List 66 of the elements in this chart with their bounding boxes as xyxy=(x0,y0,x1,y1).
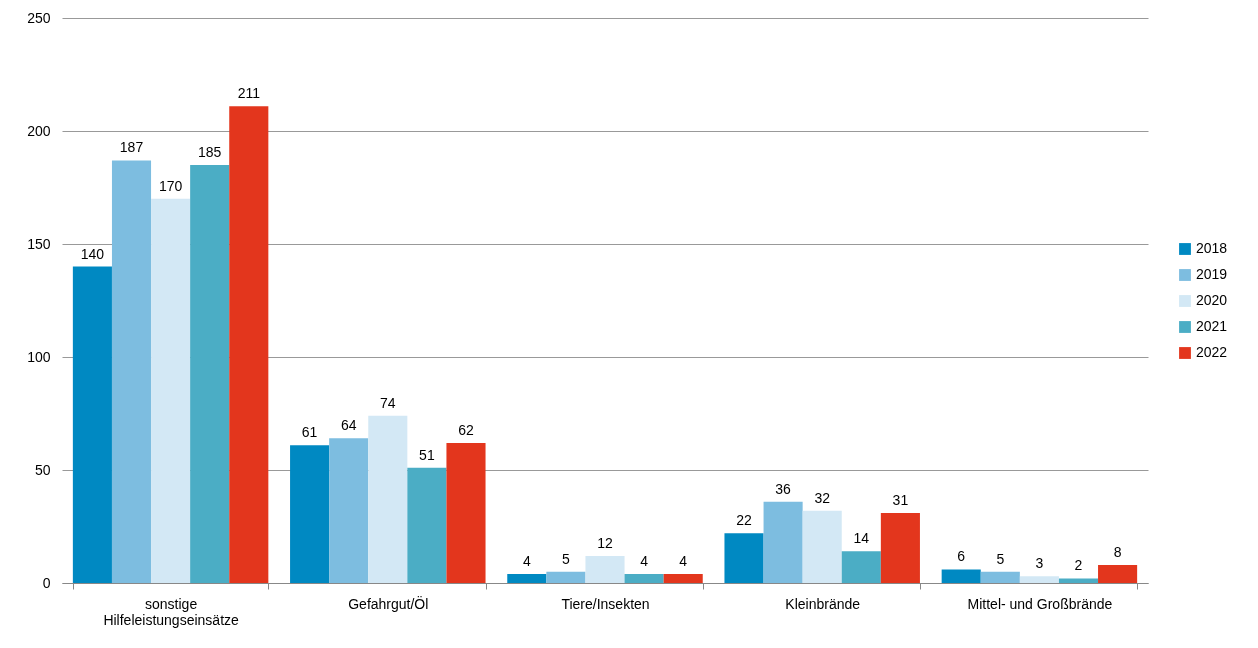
legend-label: 2020 xyxy=(1196,292,1228,308)
data-label: 8 xyxy=(1113,543,1122,560)
data-label: 62 xyxy=(458,421,474,438)
legend-label: 2021 xyxy=(1196,318,1228,334)
data-label: 22 xyxy=(736,512,753,529)
x-tick-label: Gefahrgut/Öl xyxy=(348,594,429,612)
bar xyxy=(546,571,586,583)
data-label: 185 xyxy=(198,143,222,160)
data-label: 3 xyxy=(1035,555,1044,572)
bar xyxy=(111,160,152,583)
data-label: 4 xyxy=(679,552,688,569)
data-label: 61 xyxy=(301,424,318,441)
bar xyxy=(980,571,1020,583)
legend-label: 2019 xyxy=(1196,266,1228,282)
data-label: 12 xyxy=(597,534,613,551)
bar xyxy=(663,573,703,583)
bar xyxy=(802,510,842,583)
data-label: 140 xyxy=(80,245,105,262)
bar xyxy=(368,415,408,583)
bar xyxy=(724,533,764,583)
legend-label: 2022 xyxy=(1196,344,1228,360)
bar xyxy=(841,551,881,583)
x-tick-label: Kleinbrände xyxy=(785,595,861,612)
y-tick-label: 250 xyxy=(27,9,51,26)
data-label: 64 xyxy=(340,417,357,434)
data-label: 5 xyxy=(562,550,571,567)
bar xyxy=(72,266,112,583)
data-label: 4 xyxy=(522,552,531,569)
bar xyxy=(407,467,447,583)
y-tick-label: 0 xyxy=(42,574,51,591)
bar xyxy=(880,512,920,583)
x-tick-label: sonstige Hilfeleistungseinsätze xyxy=(103,595,240,628)
bar xyxy=(229,106,269,583)
data-label: 2 xyxy=(1074,557,1083,574)
data-label: 187 xyxy=(119,139,144,156)
bar xyxy=(624,573,664,583)
bar xyxy=(1019,576,1059,583)
bar xyxy=(329,438,369,583)
data-label: 6 xyxy=(957,548,966,565)
data-label: 32 xyxy=(814,489,831,506)
data-label: 74 xyxy=(380,394,396,411)
x-tick-label: Tiere/Insekten xyxy=(561,595,650,612)
bar xyxy=(507,573,547,583)
bar xyxy=(763,501,803,583)
data-label: 31 xyxy=(892,491,909,508)
data-label: 51 xyxy=(419,446,435,463)
bar xyxy=(1058,578,1099,583)
data-label: 14 xyxy=(853,530,870,547)
data-label: 4 xyxy=(640,552,649,569)
legend-label: 2018 xyxy=(1196,240,1228,256)
y-tick-label: 200 xyxy=(27,122,51,139)
bar xyxy=(151,198,191,583)
bar xyxy=(1098,564,1138,583)
data-label: 36 xyxy=(775,480,792,497)
data-label: 211 xyxy=(237,85,261,102)
data-label: 5 xyxy=(996,550,1005,567)
bar xyxy=(446,442,486,583)
bar xyxy=(190,164,230,583)
y-tick-label: 150 xyxy=(27,235,51,252)
x-tick-label: Mittel- und Großbrände xyxy=(967,595,1113,612)
bar xyxy=(585,555,625,583)
bar xyxy=(941,569,981,583)
y-tick-label: 100 xyxy=(27,348,51,365)
y-tick-label: 50 xyxy=(34,461,51,478)
bar xyxy=(290,445,330,583)
data-label: 170 xyxy=(158,177,183,194)
